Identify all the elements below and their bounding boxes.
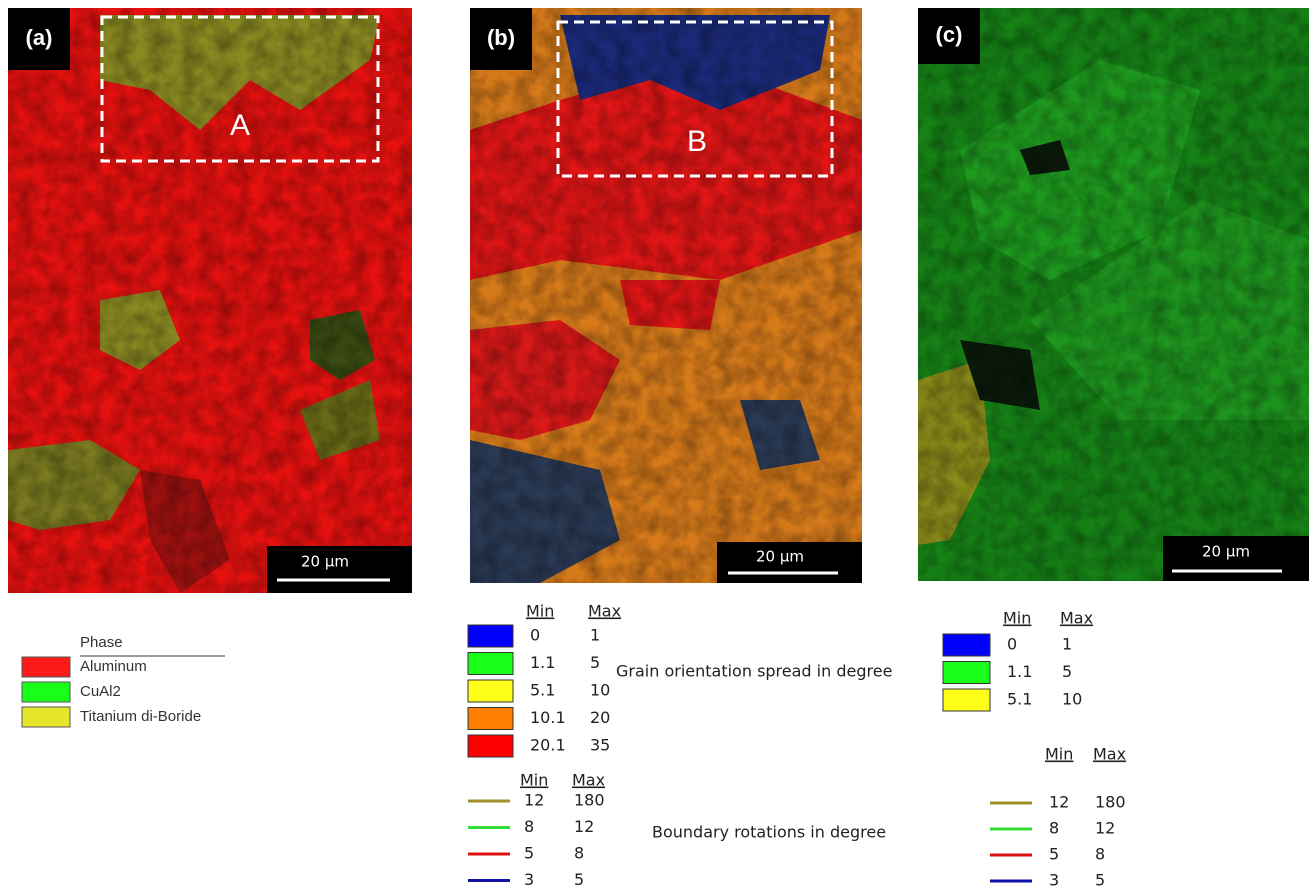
- legend-min: 5.1: [1007, 690, 1032, 709]
- legend-swatch: [22, 657, 70, 677]
- legend-swatch: [943, 662, 990, 684]
- legend-swatch: [468, 625, 513, 647]
- legend-min: 5: [1049, 845, 1059, 864]
- legend-max: 8: [574, 844, 584, 863]
- legend-label: Aluminum: [80, 658, 147, 675]
- micrograph-c: [918, 8, 1309, 581]
- legend-max: 12: [574, 817, 594, 836]
- column-header: Min: [526, 602, 554, 621]
- legend-swatch: [943, 634, 990, 656]
- legend-min: 0: [1007, 635, 1017, 654]
- micrograph-a: [8, 8, 412, 593]
- legend-max: 20: [590, 708, 610, 727]
- legend-max: 1: [1062, 635, 1072, 654]
- legend-label: Titanium di-Boride: [80, 708, 201, 725]
- legend-max: 180: [1095, 793, 1126, 812]
- legend-min: 1.1: [1007, 662, 1032, 681]
- legend-swatch: [943, 689, 990, 711]
- legend-max: 5: [1062, 662, 1072, 681]
- scale-bar-label: 20 µm: [301, 553, 349, 571]
- legend-min: 20.1: [530, 736, 566, 755]
- column-header: Max: [1060, 609, 1093, 628]
- legend-swatch: [468, 680, 513, 702]
- column-header: Min: [1003, 609, 1031, 628]
- legend-max: 12: [1095, 819, 1115, 838]
- legend-min: 12: [524, 791, 544, 810]
- legend-max: 5: [590, 653, 600, 672]
- column-header: Min: [520, 771, 548, 790]
- scale-bar-label: 20 µm: [1202, 543, 1250, 561]
- legend-min: 8: [1049, 819, 1059, 838]
- legend-title: Boundary rotations in degree: [652, 823, 886, 842]
- legend-min: 0: [530, 626, 540, 645]
- legend-label: CuAl2: [80, 683, 121, 700]
- region-label: B: [687, 125, 707, 158]
- legend-swatch: [22, 707, 70, 727]
- legend-swatch: [468, 735, 513, 757]
- column-header: Max: [572, 771, 605, 790]
- column-header: Min: [1045, 745, 1073, 764]
- legend-min: 3: [1049, 871, 1059, 886]
- legend-min: 12: [1049, 793, 1069, 812]
- legend-max: 10: [1062, 690, 1082, 709]
- legend-title: Phase: [80, 634, 123, 651]
- legend-swatch: [468, 708, 513, 730]
- legend-max: 5: [574, 870, 584, 886]
- panel-label: (b): [487, 25, 515, 50]
- column-header: Max: [1093, 745, 1126, 764]
- panel-label: (a): [26, 25, 53, 50]
- legend-min: 1.1: [530, 653, 555, 672]
- scale-bar-label: 20 µm: [756, 548, 804, 566]
- legend-max: 180: [574, 791, 605, 810]
- legend-title: Grain orientation spread in degree: [616, 662, 892, 681]
- legend-swatch: [22, 682, 70, 702]
- figure: (a) A 20 µm (b) B 20 µm (c) 20 µm Phase …: [0, 0, 1309, 886]
- column-header: Max: [588, 602, 621, 621]
- legend-swatch: [468, 653, 513, 675]
- micrograph-b: [470, 8, 862, 583]
- region-label: A: [230, 109, 250, 142]
- legend-min: 10.1: [530, 708, 566, 727]
- legend-max: 5: [1095, 871, 1105, 886]
- legend-max: 10: [590, 681, 610, 700]
- legend-max: 1: [590, 626, 600, 645]
- legend-min: 5: [524, 844, 534, 863]
- legend-min: 8: [524, 817, 534, 836]
- panel-label: (c): [936, 22, 963, 47]
- legend-max: 8: [1095, 845, 1105, 864]
- legend-max: 35: [590, 736, 610, 755]
- legend-min: 5.1: [530, 681, 555, 700]
- legend-min: 3: [524, 870, 534, 886]
